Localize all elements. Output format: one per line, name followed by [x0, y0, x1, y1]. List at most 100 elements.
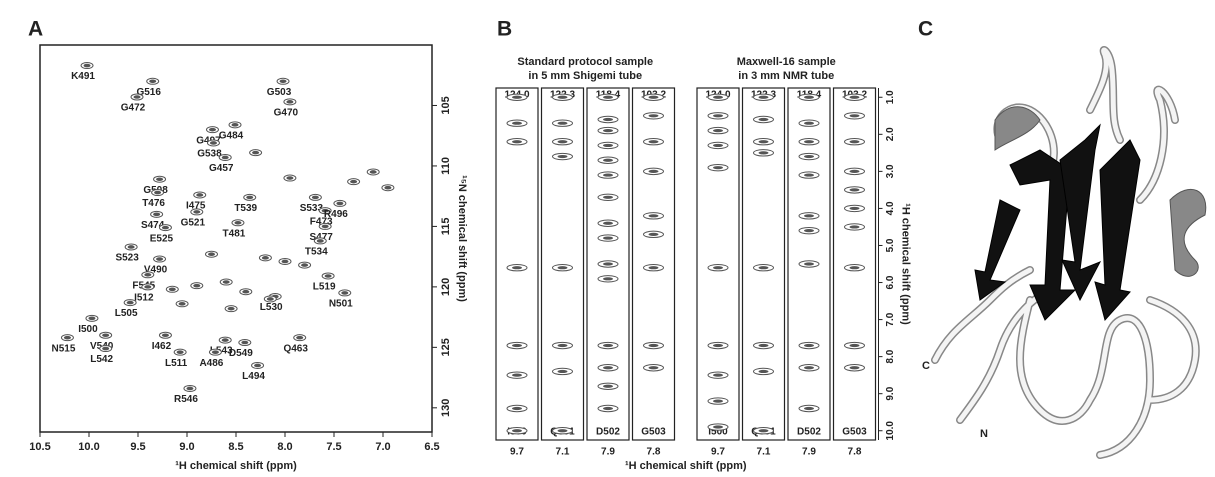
y-tick-label: 125 — [440, 338, 452, 356]
y-axis-label: ¹H chemical shift (ppm) — [900, 203, 912, 325]
peak-core — [603, 158, 613, 162]
y-tick-label: 8.0 — [885, 349, 896, 363]
cross-peak — [597, 141, 619, 150]
peak-core — [758, 429, 769, 433]
peak-core — [849, 266, 860, 270]
peak-core — [804, 173, 814, 177]
cross-peak — [798, 226, 820, 235]
cross-peak — [707, 371, 729, 379]
peak-core — [713, 95, 723, 99]
peak-core — [804, 140, 814, 144]
cross-peak — [506, 341, 528, 350]
peak — [347, 178, 361, 186]
cross-peak — [597, 260, 619, 268]
x-tick-label: 7.5 — [326, 441, 341, 453]
peak — [218, 153, 232, 161]
peak-core — [557, 121, 568, 125]
peak-core — [231, 123, 239, 127]
peak — [228, 121, 242, 129]
peak-label: A486 — [199, 358, 223, 369]
x-axis-label: ¹H chemical shift (ppm) — [625, 460, 747, 472]
peak-core — [193, 283, 201, 288]
peak-core — [512, 140, 522, 144]
peak-core — [713, 129, 723, 133]
peak-core — [603, 366, 613, 370]
peak — [258, 254, 272, 262]
peak — [205, 250, 218, 258]
peak-core — [286, 100, 294, 104]
peak-core — [849, 114, 860, 118]
cross-peak — [643, 167, 664, 176]
peak-label: L511 — [165, 358, 188, 369]
y-tick-label: 7.0 — [885, 312, 896, 326]
strip-frame — [495, 87, 539, 441]
peak-core — [603, 384, 613, 388]
peak-core — [713, 425, 723, 429]
y-tick-label: 6.0 — [885, 275, 896, 289]
peak-label: I512 — [134, 293, 154, 304]
peak-label: Q463 — [283, 343, 308, 354]
peak — [263, 295, 277, 303]
cross-peak — [707, 423, 729, 431]
peak-core — [102, 333, 110, 338]
peak-core — [758, 151, 769, 155]
peak-core — [849, 206, 860, 211]
peak-label: G516 — [136, 87, 161, 98]
y-tick-label: 110 — [440, 157, 452, 175]
strip-residue: D502 — [797, 427, 821, 438]
group-title: in 3 mm NMR tube — [738, 70, 834, 82]
x-tick-label: 9.7 — [510, 447, 524, 458]
peak-core — [758, 266, 769, 270]
peak-core — [144, 272, 152, 277]
peak-label: G470 — [274, 107, 299, 118]
peak-core — [350, 179, 358, 184]
peak-core — [804, 95, 814, 99]
peak-core — [211, 350, 219, 354]
peak-core — [557, 140, 568, 144]
peak — [158, 331, 172, 339]
x-tick-label: 7.9 — [802, 447, 816, 458]
peak — [153, 175, 167, 183]
x-tick-label: 9.7 — [711, 447, 725, 458]
peak — [123, 299, 137, 307]
peak — [150, 210, 164, 218]
peak-label: D549 — [229, 348, 253, 359]
peak — [219, 278, 233, 286]
peak-core — [133, 95, 141, 99]
panel-label: C — [918, 18, 933, 41]
protein-ribbon — [931, 46, 1207, 459]
peak-label: G472 — [121, 103, 146, 114]
peak-core — [758, 117, 769, 122]
peak-core — [161, 225, 169, 230]
peak — [193, 191, 207, 199]
peak-core — [557, 154, 568, 159]
peak-label: L505 — [115, 308, 138, 319]
peak-core — [603, 95, 613, 99]
y-tick-label: 1.0 — [885, 90, 896, 104]
peak-core — [221, 155, 229, 160]
peak-core — [713, 399, 723, 403]
peak-core — [557, 369, 568, 374]
cross-peak — [844, 264, 865, 272]
peak-core — [341, 291, 349, 295]
peak-core — [804, 121, 814, 125]
cross-peak — [552, 341, 573, 350]
y-tick-label: 105 — [440, 96, 452, 114]
peak-core — [512, 343, 522, 348]
peak-label: L542 — [90, 354, 113, 365]
cross-peak — [844, 186, 865, 194]
peak-core — [149, 79, 157, 84]
peak-core — [242, 289, 250, 294]
x-tick-label: 10.5 — [29, 441, 50, 453]
peak-core — [648, 140, 659, 144]
peak — [293, 334, 307, 342]
peak — [308, 193, 322, 201]
peak — [283, 98, 297, 106]
cross-peak — [707, 93, 729, 101]
cross-peak — [707, 264, 729, 272]
cross-peak — [597, 171, 619, 179]
cross-peak — [753, 367, 774, 376]
peak-core — [648, 266, 659, 270]
cross-peak — [798, 93, 820, 101]
cross-peak — [844, 223, 865, 231]
